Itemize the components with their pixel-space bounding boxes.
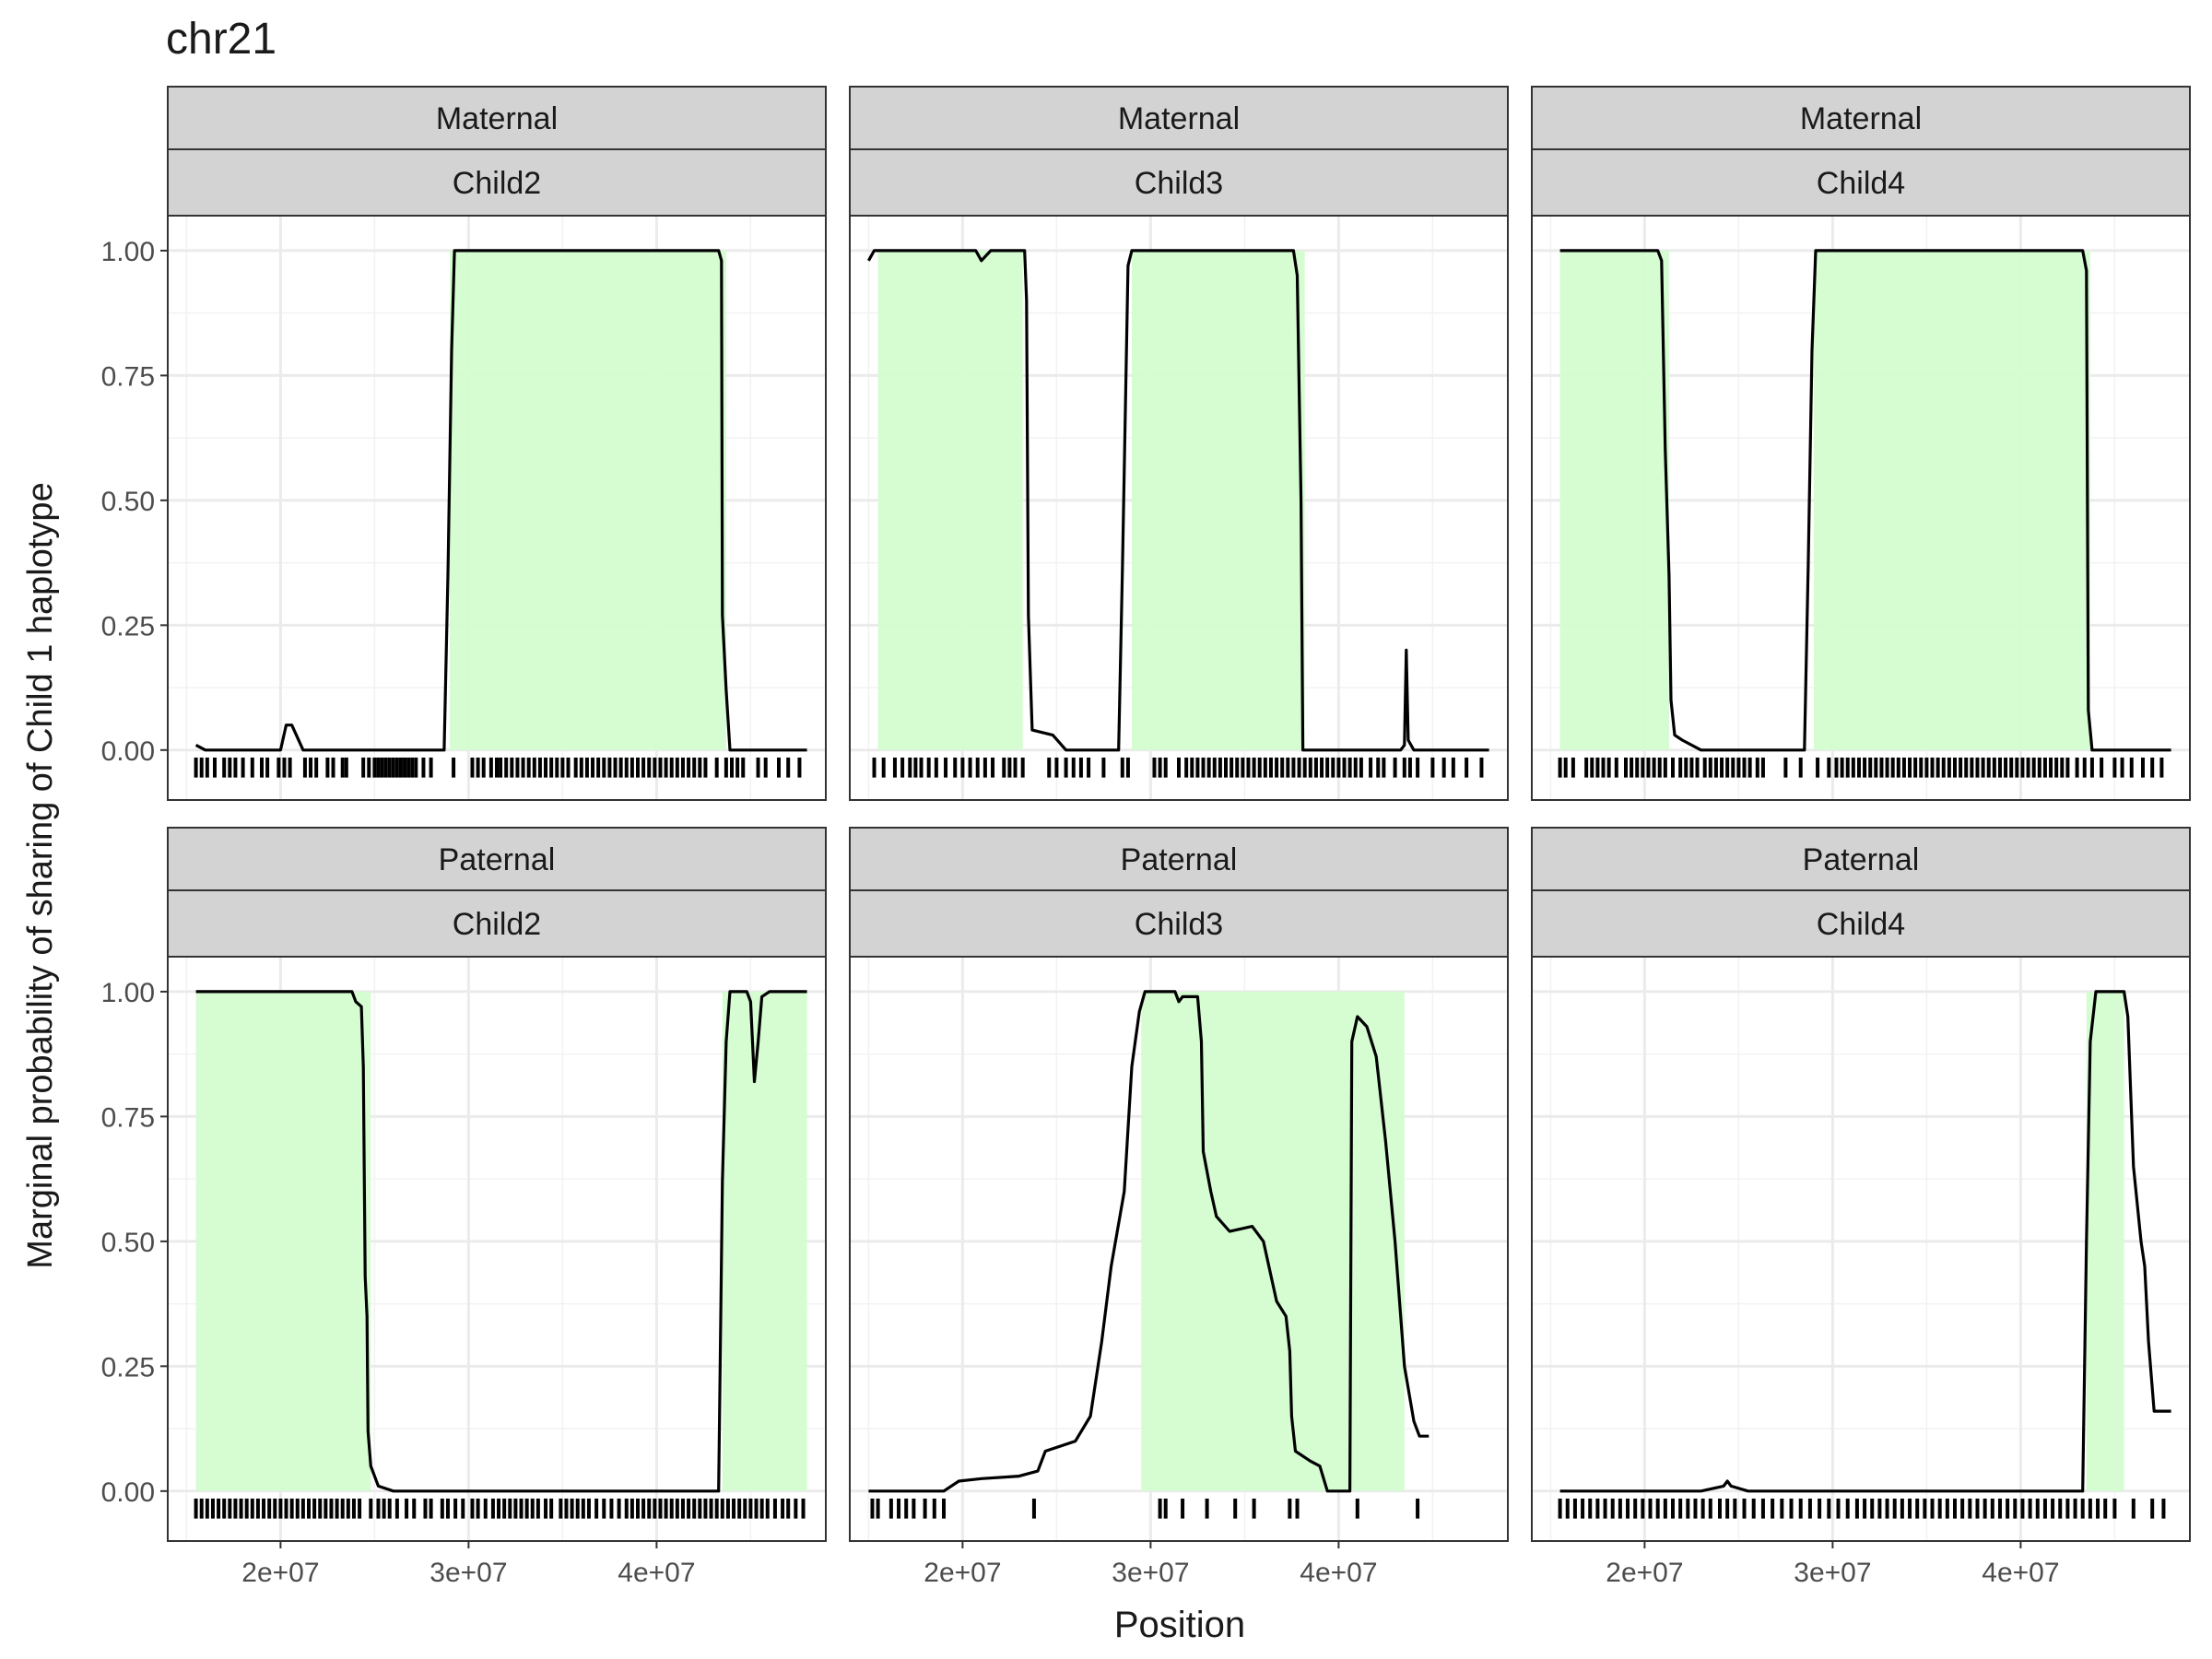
y-tick-label: 0.25 <box>101 611 155 641</box>
strip-child-background <box>167 148 827 217</box>
y-axis-label: Marginal probability of sharing of Child… <box>21 482 60 1268</box>
shaded-region <box>450 250 726 750</box>
y-tick-label: 0.50 <box>101 487 155 517</box>
strip-parent-background <box>167 827 827 891</box>
strip-child-label: Child3 <box>1135 907 1223 942</box>
strip-parent-label: Maternal <box>1800 101 1922 136</box>
strip-child-background <box>849 148 1509 217</box>
facet-panel: Maternal Child2 0.00 0.25 0.50 0.75 1.00 <box>101 86 827 801</box>
strip-child-label: Child4 <box>1817 166 1905 201</box>
shaded-region <box>1814 250 2090 750</box>
y-tick-label: 0.25 <box>101 1352 155 1382</box>
shaded-region <box>722 991 807 1491</box>
y-tick-label: 0.00 <box>101 1477 155 1508</box>
shaded-region <box>1132 250 1305 750</box>
y-tick-label: 0.00 <box>101 736 155 767</box>
strip-parent-label: Maternal <box>436 101 558 136</box>
strip-child-label: Child2 <box>453 907 541 942</box>
x-tick-label: 3e+07 <box>1112 1558 1189 1588</box>
probability-line <box>868 990 1430 1493</box>
strip-parent-label: Paternal <box>1121 842 1238 877</box>
facet-panel: Paternal Child2 0.00 0.25 0.50 0.75 1.00 2e+07 3… <box>101 827 827 1588</box>
facet-panel: Maternal Child3 <box>849 86 1509 801</box>
shaded-region <box>1141 991 1405 1491</box>
panel-border <box>849 215 1509 801</box>
strip-parent-label: Paternal <box>1803 842 1920 877</box>
y-tick-label: 0.75 <box>101 1102 155 1133</box>
strip-parent-label: Paternal <box>439 842 556 877</box>
strip-parent-background <box>1531 86 2191 150</box>
chart-title: chr21 <box>166 15 276 64</box>
shaded-region <box>877 250 1023 750</box>
shaded-region <box>195 991 371 1491</box>
x-axis-label: Position <box>1114 1605 1245 1645</box>
x-tick-label: 4e+07 <box>1982 1558 2059 1588</box>
probability-line <box>867 249 1489 752</box>
facet-panel: Paternal Child3 2e+07 3e+07 4e+07 <box>849 827 1509 1588</box>
panel-border <box>1531 215 2191 801</box>
facet-panels: MaternalChild20.000.250.500.751.00Matern… <box>101 86 2191 1588</box>
shaded-region <box>2086 991 2124 1491</box>
x-tick-label: 3e+07 <box>1794 1558 1871 1588</box>
y-tick-label: 0.75 <box>101 361 155 392</box>
x-tick-label: 4e+07 <box>1300 1558 1377 1588</box>
panel-border <box>167 215 827 801</box>
probability-line <box>194 249 807 752</box>
y-tick-label: 1.00 <box>101 978 155 1008</box>
x-tick-label: 2e+07 <box>1606 1558 1683 1588</box>
strip-parent-background <box>849 827 1509 891</box>
facet-panel: Paternal Child4 2e+07 3e+07 4e+07 <box>1531 827 2191 1588</box>
strip-child-background <box>1531 148 2191 217</box>
x-tick-label: 2e+07 <box>924 1558 1001 1588</box>
strip-parent-background <box>167 86 827 150</box>
facet-panel: Maternal Child4 <box>1531 86 2191 801</box>
panel-border <box>167 956 827 1542</box>
panel-border <box>849 956 1509 1542</box>
x-tick-label: 3e+07 <box>429 1558 507 1588</box>
strip-child-label: Child3 <box>1135 166 1223 201</box>
x-tick-label: 2e+07 <box>241 1558 319 1588</box>
strip-child-background <box>167 889 827 958</box>
probability-line <box>1559 249 2171 752</box>
probability-line <box>195 990 807 1493</box>
strip-child-label: Child2 <box>453 166 541 201</box>
probability-line <box>1559 990 2171 1493</box>
strip-child-background <box>849 889 1509 958</box>
shaded-region <box>1559 250 1669 750</box>
strip-parent-label: Maternal <box>1118 101 1240 136</box>
panel-border <box>1531 956 2191 1542</box>
y-tick-label: 0.50 <box>101 1228 155 1258</box>
y-tick-label: 1.00 <box>101 237 155 267</box>
strip-child-label: Child4 <box>1817 907 1905 942</box>
x-tick-label: 4e+07 <box>618 1558 695 1588</box>
